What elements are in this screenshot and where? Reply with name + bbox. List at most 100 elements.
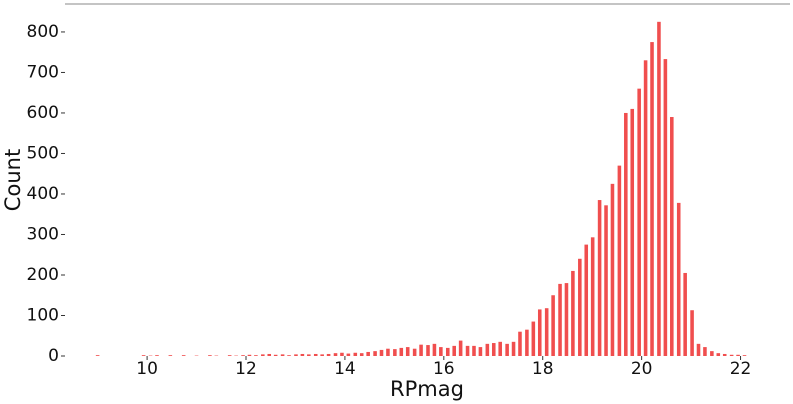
bar bbox=[426, 345, 430, 356]
bar bbox=[393, 349, 397, 356]
bar bbox=[273, 354, 278, 356]
bar bbox=[551, 295, 555, 356]
bar bbox=[320, 354, 324, 356]
y-tick-label: 300 bbox=[27, 224, 59, 244]
bar bbox=[485, 343, 490, 356]
bar bbox=[742, 355, 747, 356]
bar bbox=[498, 341, 502, 356]
y-tick-label: 600 bbox=[27, 103, 59, 123]
bar bbox=[683, 272, 687, 356]
bar bbox=[537, 309, 542, 356]
y-tick-label: 800 bbox=[27, 22, 59, 42]
bar bbox=[168, 355, 173, 356]
y-tick-label: 0 bbox=[48, 346, 59, 366]
y-tick-label: 400 bbox=[27, 184, 59, 204]
bar bbox=[432, 343, 437, 356]
bar bbox=[287, 355, 291, 356]
bar bbox=[313, 353, 318, 356]
y-tick-label: 700 bbox=[27, 62, 59, 82]
bar bbox=[247, 354, 252, 356]
x-tick-label: 18 bbox=[532, 359, 554, 379]
bar bbox=[326, 353, 331, 356]
bar bbox=[584, 244, 589, 356]
x-tick-label: 20 bbox=[631, 359, 653, 379]
bar bbox=[254, 355, 258, 356]
bar bbox=[564, 283, 569, 356]
bar bbox=[571, 270, 575, 356]
bar bbox=[729, 354, 734, 356]
bar bbox=[578, 258, 582, 356]
bar bbox=[439, 347, 443, 356]
bar bbox=[657, 21, 661, 356]
bar bbox=[300, 353, 305, 356]
bar bbox=[643, 60, 648, 356]
bar bbox=[445, 347, 450, 356]
bar bbox=[624, 112, 628, 356]
bar bbox=[710, 351, 714, 356]
bar bbox=[333, 353, 338, 356]
bar bbox=[650, 42, 654, 356]
bar bbox=[366, 351, 370, 356]
bar bbox=[353, 352, 358, 356]
bar bbox=[610, 183, 615, 356]
bar bbox=[359, 353, 364, 356]
bar bbox=[241, 355, 245, 356]
bar bbox=[722, 353, 727, 356]
bar bbox=[458, 340, 463, 356]
bar bbox=[181, 355, 186, 356]
bar bbox=[518, 331, 522, 356]
bar bbox=[637, 88, 641, 356]
x-tick-label: 14 bbox=[334, 359, 356, 379]
bar bbox=[227, 355, 232, 356]
bar bbox=[676, 202, 681, 356]
bar bbox=[307, 354, 311, 356]
bar bbox=[505, 343, 509, 356]
bar bbox=[95, 355, 100, 356]
bar bbox=[544, 308, 549, 356]
bar bbox=[412, 348, 417, 356]
bar bbox=[491, 343, 496, 356]
y-axis-label: Count bbox=[1, 149, 25, 211]
bar bbox=[386, 348, 390, 356]
bar bbox=[604, 205, 608, 356]
x-axis-label: RPmag bbox=[390, 377, 464, 401]
bar bbox=[736, 354, 740, 356]
bar bbox=[716, 353, 721, 356]
bar bbox=[617, 165, 622, 356]
bar bbox=[208, 355, 212, 356]
bar bbox=[261, 354, 265, 356]
bar bbox=[531, 321, 536, 356]
bar bbox=[399, 347, 404, 356]
bar bbox=[465, 345, 470, 356]
bar bbox=[373, 351, 377, 356]
bar bbox=[663, 59, 668, 356]
bar bbox=[511, 341, 516, 356]
bar bbox=[690, 310, 694, 356]
bar bbox=[478, 347, 483, 356]
bar bbox=[340, 352, 344, 356]
x-tick-label: 12 bbox=[235, 359, 257, 379]
bar bbox=[472, 345, 476, 356]
bar bbox=[294, 354, 298, 356]
y-tick-label: 200 bbox=[27, 265, 59, 285]
bar bbox=[703, 347, 707, 356]
bar bbox=[405, 347, 410, 356]
bar bbox=[597, 200, 602, 356]
bar bbox=[696, 343, 701, 356]
x-tick-label: 16 bbox=[433, 359, 455, 379]
bar bbox=[558, 283, 562, 356]
bar bbox=[419, 344, 423, 356]
x-tick-label: 10 bbox=[136, 359, 158, 379]
bar bbox=[346, 353, 351, 356]
y-tick-label: 500 bbox=[27, 143, 59, 163]
bar bbox=[280, 354, 285, 356]
y-tick-label: 100 bbox=[27, 305, 59, 325]
bar bbox=[590, 237, 595, 356]
bar bbox=[452, 345, 456, 356]
bar bbox=[670, 117, 674, 356]
bar bbox=[141, 355, 146, 356]
bar bbox=[267, 353, 272, 356]
bar bbox=[155, 355, 159, 356]
bar bbox=[630, 108, 635, 356]
